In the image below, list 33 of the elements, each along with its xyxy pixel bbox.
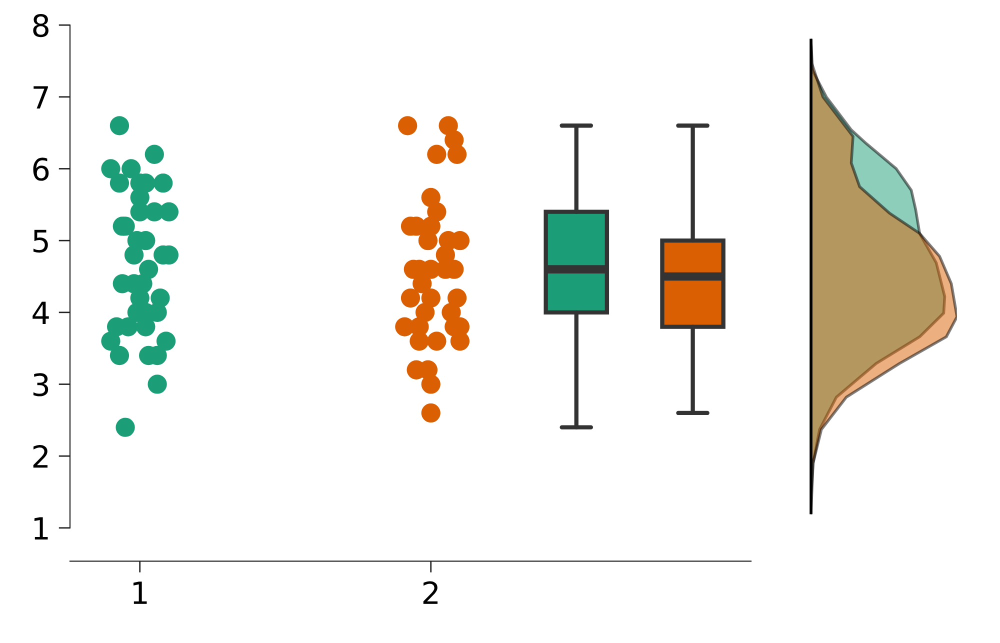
y-tick-label: 6 (33, 158, 49, 181)
point (101, 332, 120, 351)
point (122, 159, 141, 178)
point (124, 245, 144, 265)
point (154, 174, 173, 193)
point (427, 144, 446, 164)
point (418, 231, 438, 250)
y-tick-label: 3 (33, 373, 48, 396)
y-tick-label: 2 (33, 445, 48, 468)
point (156, 332, 176, 351)
y-tick-label: 5 (33, 230, 48, 253)
point (421, 374, 440, 394)
point (144, 144, 164, 164)
y-tick-label: 4 (32, 302, 49, 324)
point (139, 260, 158, 279)
point (101, 159, 120, 178)
y-tick-label: 7 (34, 86, 48, 109)
point (421, 403, 440, 423)
point (116, 418, 135, 437)
point (400, 288, 420, 308)
point (110, 116, 130, 136)
point (421, 188, 440, 208)
point (148, 374, 167, 394)
point (415, 302, 435, 322)
point (398, 116, 418, 136)
point (447, 144, 467, 164)
point (110, 346, 130, 366)
point (427, 332, 446, 351)
y-tick-label: 8 (33, 14, 48, 38)
point (421, 288, 440, 308)
y-tick-label: 1 (34, 517, 48, 540)
point (110, 174, 130, 193)
point (447, 288, 467, 308)
